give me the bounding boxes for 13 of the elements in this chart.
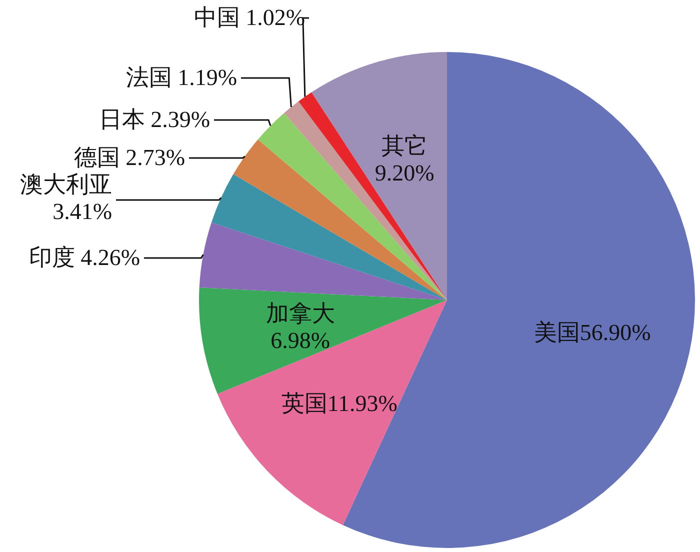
slice-label: 印度 4.26%: [28, 245, 140, 270]
slice-label: 中国 1.02%: [194, 5, 305, 30]
data-label: 6.98%: [270, 328, 330, 354]
slice-label: 其它: [382, 133, 428, 158]
slice-label: 英国11.93%: [281, 390, 398, 416]
slice-label: 德国 2.73%: [74, 145, 185, 170]
slice-label: 美国56.90%: [534, 320, 651, 345]
slice-label: 法国 1.19%: [126, 65, 237, 90]
slice-label: 澳大利亚: [20, 172, 112, 197]
data-label: 9.20%: [374, 160, 434, 186]
slice-label: 加拿大: [266, 301, 335, 326]
data-label: 3.41%: [52, 199, 112, 224]
slice-label: 日本 2.39%: [98, 107, 210, 132]
